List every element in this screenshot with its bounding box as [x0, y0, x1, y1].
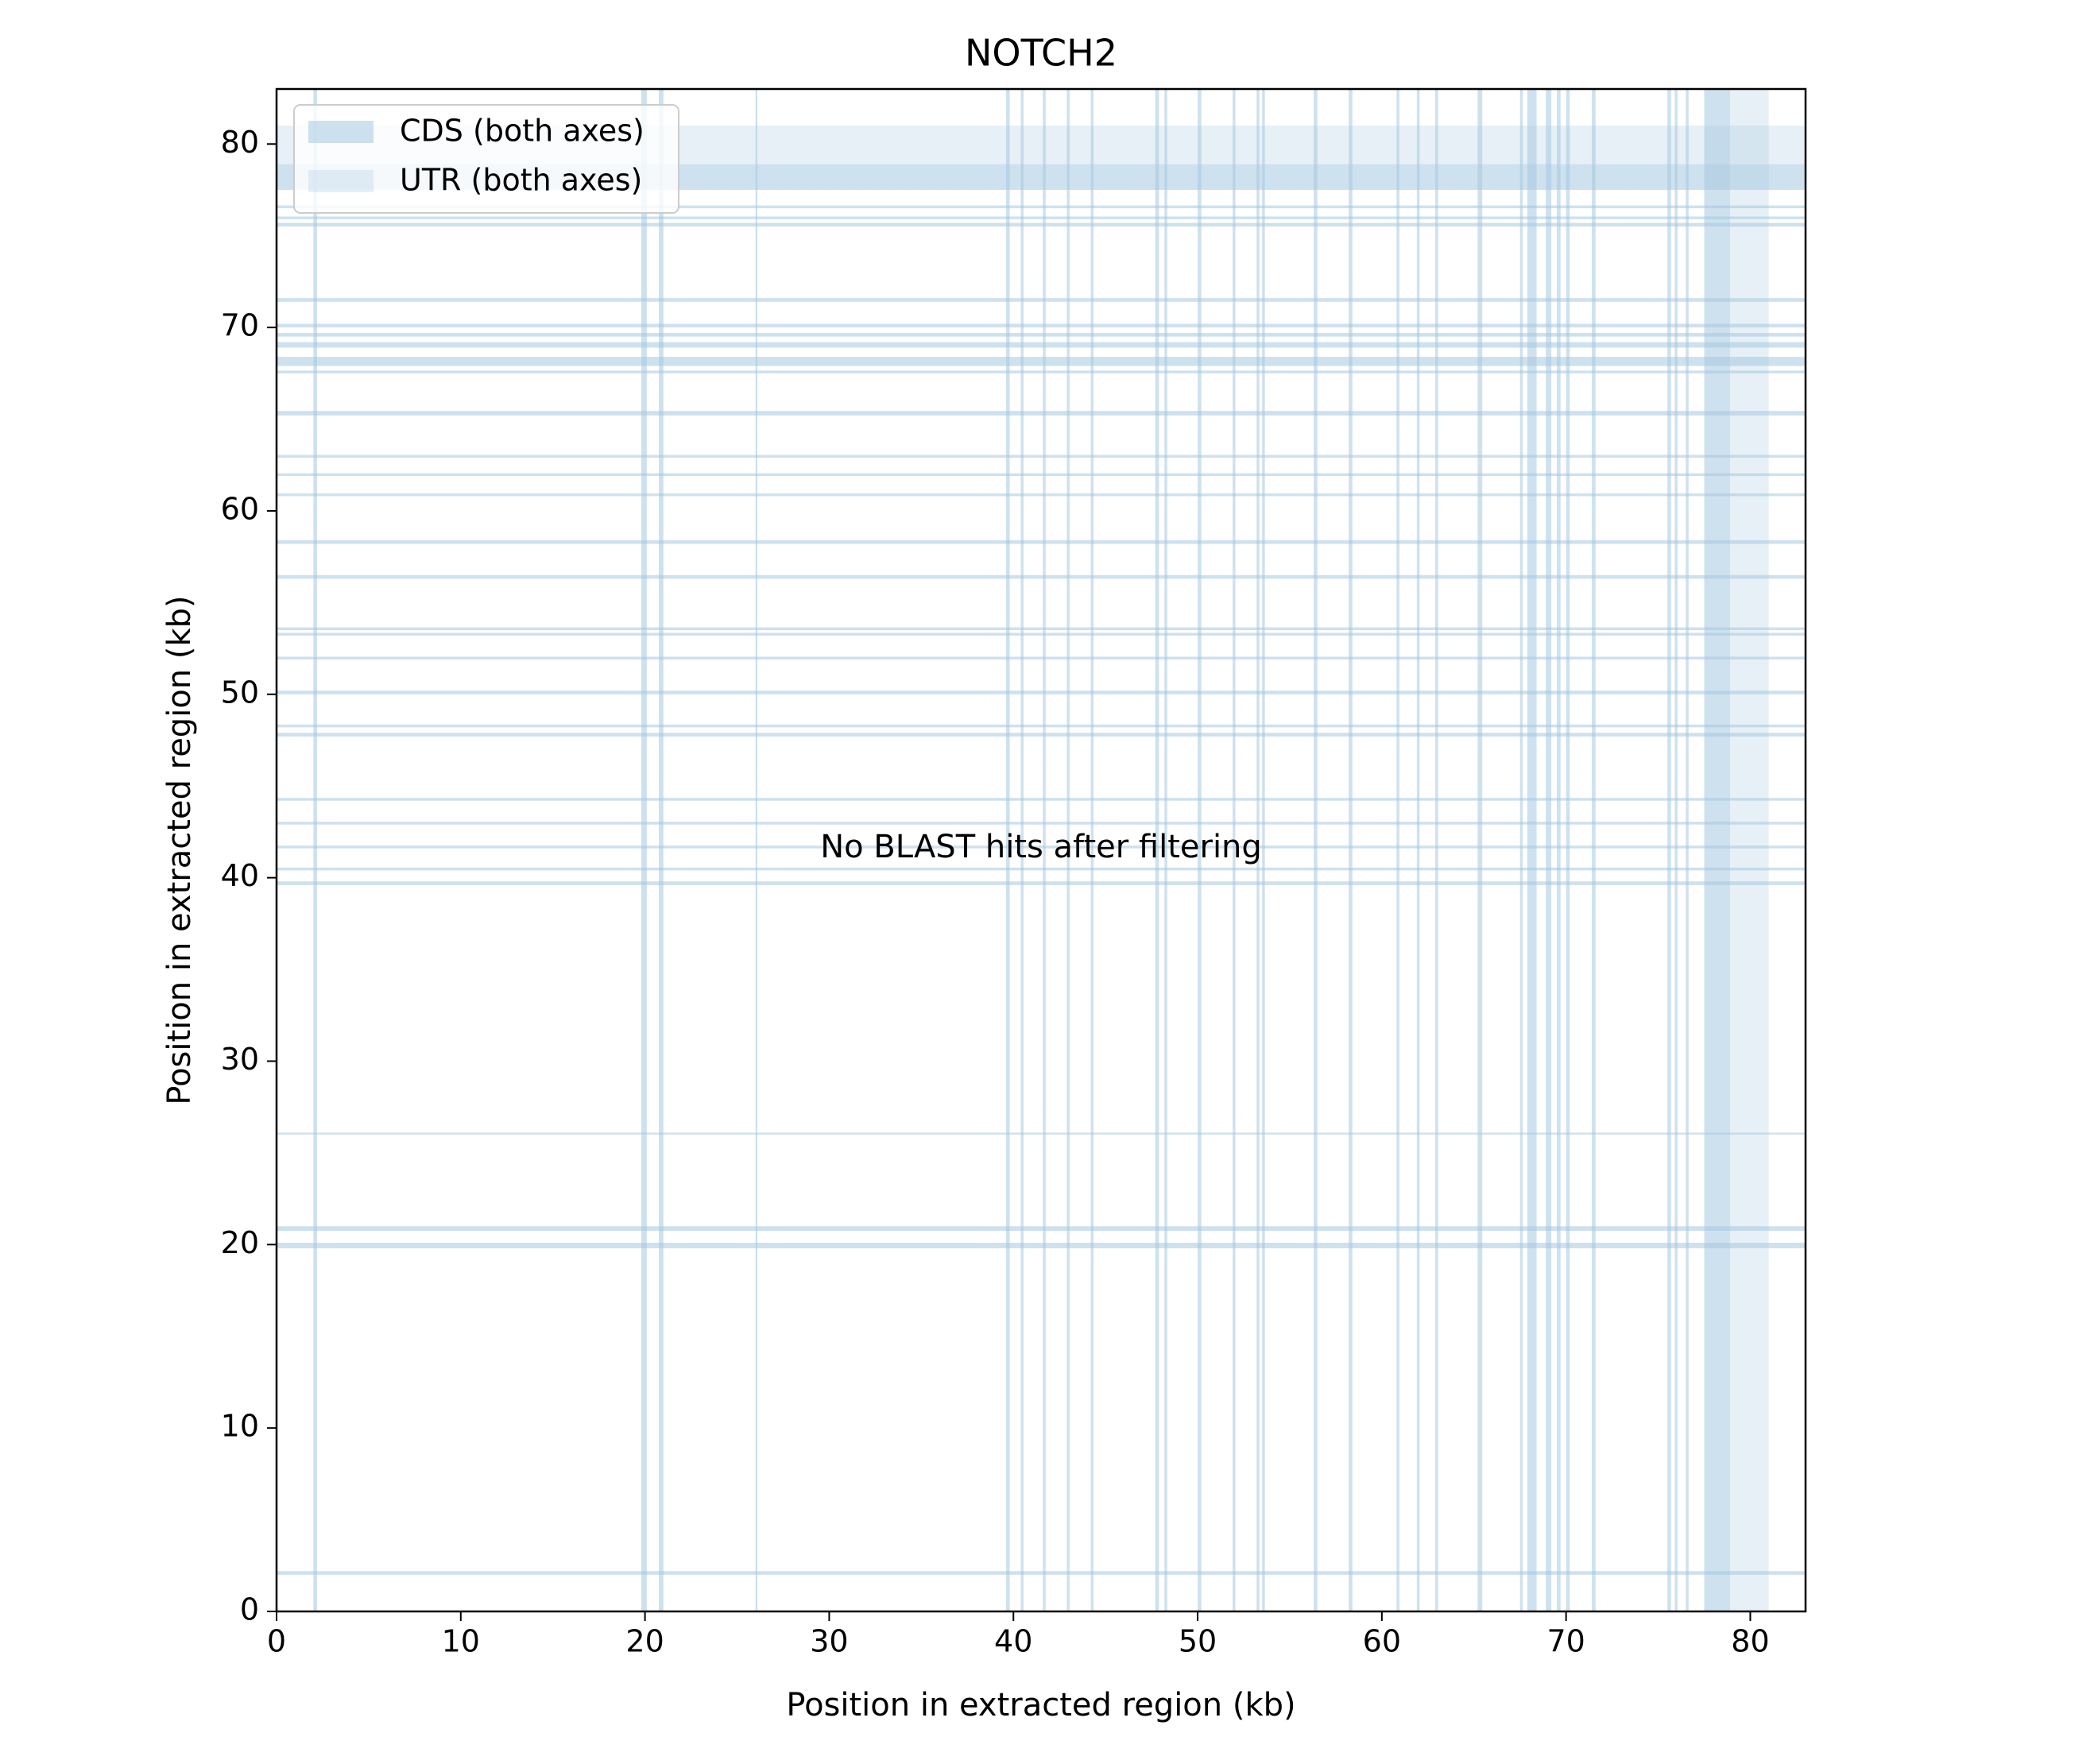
chart-title: NOTCH2	[965, 32, 1117, 75]
cds-band-vertical-30	[1704, 89, 1730, 1611]
cds-band-vertical-18	[1416, 89, 1420, 1611]
cds-band-vertical-0	[313, 89, 317, 1611]
legend-box	[293, 104, 679, 214]
cds-band-horizontal-10	[277, 724, 1806, 728]
cds-band-vertical-15	[1314, 89, 1318, 1611]
cds-band-horizontal-28	[277, 216, 1806, 219]
cds-band-vertical-28	[1674, 89, 1678, 1611]
plot-frame	[275, 87, 1807, 1613]
cds-band-vertical-6	[1043, 89, 1046, 1611]
cds-band-vertical-14	[1262, 89, 1265, 1611]
y-tick-label: 40	[221, 858, 259, 893]
no-hits-annotation: No BLAST hits after filtering	[820, 829, 1262, 865]
cds-band-vertical-8	[1090, 89, 1094, 1611]
cds-band-vertical-24	[1557, 89, 1561, 1611]
cds-band-vertical-16	[1349, 89, 1353, 1611]
x-tick-label: 60	[1363, 1624, 1401, 1659]
x-tick-label: 40	[994, 1624, 1032, 1659]
cds-band-vertical-20	[1477, 89, 1483, 1611]
cds-band-vertical-23	[1546, 89, 1552, 1611]
y-axis: 0 10 20 30 40 50 60 70 80	[221, 125, 277, 1627]
x-tick-label: 30	[810, 1624, 848, 1659]
cds-band-horizontal-1	[277, 1243, 1806, 1248]
x-tick-label: 70	[1546, 1624, 1585, 1659]
cds-band-vertical-26	[1592, 89, 1596, 1611]
cds-band-vertical-25	[1566, 89, 1570, 1611]
cds-band-horizontal-18	[277, 473, 1806, 477]
legend-swatch-utr	[308, 170, 374, 192]
annotation-bands	[277, 89, 1806, 1611]
cds-band-horizontal-16	[277, 540, 1806, 544]
cds-band-vertical-3	[755, 89, 758, 1611]
y-tick-label: 20	[221, 1225, 259, 1260]
x-axis-label: Position in extracted region (kb)	[786, 1687, 1295, 1723]
cds-band-horizontal-25	[277, 323, 1806, 328]
cds-band-vertical-22	[1527, 89, 1537, 1611]
y-tick-label: 0	[240, 1592, 259, 1627]
utr-band-vertical-0	[1729, 89, 1769, 1611]
legend-label-cds: CDS (both axes)	[400, 114, 644, 149]
cds-band-horizontal-17	[277, 493, 1806, 497]
cds-band-horizontal-14	[277, 627, 1806, 630]
cds-band-horizontal-13	[277, 632, 1806, 636]
cds-band-horizontal-15	[277, 574, 1806, 579]
cds-band-horizontal-12	[277, 656, 1806, 660]
y-axis-label: Position in extracted region (kb)	[161, 595, 198, 1104]
x-tick-label: 80	[1731, 1624, 1769, 1659]
y-tick-label: 70	[221, 308, 259, 343]
cds-band-vertical-17	[1396, 89, 1399, 1611]
cds-band-horizontal-5	[277, 867, 1806, 871]
cds-band-vertical-5	[1020, 89, 1024, 1611]
cds-band-vertical-27	[1667, 89, 1671, 1611]
x-tick-label: 10	[442, 1624, 480, 1659]
y-tick-label: 50	[221, 675, 259, 710]
cds-band-horizontal-8	[277, 798, 1806, 801]
y-tick-label: 60	[221, 491, 259, 526]
cds-band-horizontal-21	[277, 370, 1806, 373]
cds-band-horizontal-24	[277, 333, 1806, 337]
cds-band-vertical-11	[1198, 89, 1202, 1611]
cds-band-horizontal-26	[277, 298, 1806, 302]
legend-swatch-cds	[308, 121, 374, 143]
legend-label-utr: UTR (both axes)	[400, 163, 642, 198]
cds-band-vertical-12	[1233, 89, 1236, 1611]
y-tick-label: 80	[221, 125, 259, 160]
cds-band-horizontal-22	[277, 357, 1806, 366]
cds-band-horizontal-19	[277, 455, 1806, 458]
y-tick-label: 30	[221, 1042, 259, 1077]
cds-band-horizontal-9	[277, 733, 1806, 737]
cds-band-vertical-1	[641, 89, 647, 1611]
cds-band-horizontal-23	[277, 342, 1806, 348]
cds-band-horizontal-20	[277, 411, 1806, 416]
cds-band-vertical-29	[1686, 89, 1689, 1611]
cds-band-vertical-4	[1005, 89, 1010, 1611]
cds-band-vertical-9	[1155, 89, 1159, 1611]
legend: CDS (both axes) UTR (both axes)	[293, 104, 679, 214]
cds-band-horizontal-11	[277, 691, 1806, 694]
cds-band-horizontal-3	[277, 1132, 1806, 1135]
cds-band-vertical-21	[1519, 89, 1523, 1611]
cds-band-vertical-19	[1435, 89, 1438, 1611]
cds-band-horizontal-4	[277, 881, 1806, 885]
x-tick-label: 50	[1179, 1624, 1217, 1659]
cds-band-horizontal-6	[277, 845, 1806, 849]
x-tick-label: 0	[267, 1624, 286, 1659]
cds-band-horizontal-2	[277, 1226, 1806, 1231]
cds-band-vertical-13	[1256, 89, 1260, 1611]
x-tick-label: 20	[625, 1624, 664, 1659]
cds-band-horizontal-27	[277, 222, 1806, 227]
cds-band-vertical-2	[659, 89, 664, 1611]
y-tick-label: 10	[221, 1409, 259, 1444]
cds-band-horizontal-29	[277, 205, 1806, 209]
x-axis: 0 10 20 30 40 50 60 70 80	[267, 1611, 1770, 1659]
plot-area	[275, 87, 1807, 1613]
cds-band-horizontal-7	[277, 822, 1806, 825]
cds-band-vertical-10	[1164, 89, 1167, 1611]
cds-band-vertical-7	[1066, 89, 1070, 1611]
cds-band-horizontal-0	[277, 1571, 1806, 1575]
